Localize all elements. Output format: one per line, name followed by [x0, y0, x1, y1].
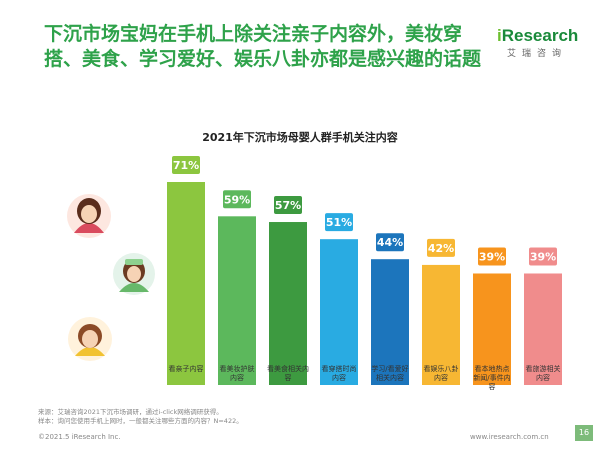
logo-prefix: i [497, 26, 502, 45]
category-label: 看娱乐八卦 [424, 364, 459, 373]
footnote-source: 来源：艾瑞咨询2021下沉市场调研，通过i-click网络调研获得。 [38, 408, 223, 416]
footnote-sample: 样本：询问您使用手机上网时，一般都关注哪些方面的内容？N=422。 [38, 417, 243, 425]
bar [167, 182, 205, 385]
category-label: 新闻/事件内 [473, 373, 510, 382]
value-label: 51% [326, 216, 352, 229]
value-badge [325, 213, 353, 232]
category-label: 内容 [536, 373, 550, 382]
bar [524, 273, 562, 385]
value-badge [478, 247, 506, 266]
iresearch-logo: iResearch 艾瑞咨询 [497, 26, 579, 68]
category-label: 看穿搭时尚 [322, 364, 357, 373]
girl-avatar-icon [68, 317, 112, 361]
value-badge [223, 190, 251, 209]
category-label: 容 [285, 373, 292, 382]
value-label: 39% [479, 250, 505, 263]
value-badge [376, 233, 404, 252]
category-label: 容 [489, 382, 496, 391]
category-label: 相关内容 [376, 373, 404, 382]
value-label: 71% [173, 159, 199, 172]
bar [422, 264, 460, 385]
value-badge [172, 156, 200, 174]
value-badge [529, 247, 557, 266]
website-url: www.iresearch.com.cn [470, 433, 549, 441]
value-label: 59% [224, 193, 250, 206]
page-number: 16 [575, 425, 593, 441]
category-label: 学习/看爱好 [371, 364, 408, 373]
category-label: 内容 [332, 373, 346, 382]
bar [371, 259, 409, 385]
category-label: 看本地热点 [475, 364, 510, 373]
logo-wordmark: iResearch [497, 26, 579, 46]
mother-avatar-icon [67, 194, 111, 238]
category-label: 内容 [230, 373, 244, 382]
slide-headline: 下沉市场宝妈在手机上除关注亲子内容外，美妆穿搭、美食、学习爱好、娱乐八卦亦都是感… [44, 23, 482, 70]
bar [218, 216, 256, 385]
value-label: 42% [428, 242, 454, 255]
value-label: 57% [275, 199, 301, 212]
copyright-text: ©2021.5 iResearch Inc. [38, 433, 121, 441]
value-badge [427, 238, 455, 257]
logo-subtitle: 艾瑞咨询 [507, 49, 568, 59]
category-label: 看美妆护肤 [220, 364, 255, 373]
category-label: 看旅游相关 [526, 364, 561, 373]
chart-title: 2021年下沉市场母婴人群手机关注内容 [202, 131, 398, 144]
bar [269, 222, 307, 385]
nurse-avatar-icon [113, 253, 155, 295]
category-label: 内容 [434, 373, 448, 382]
value-badge [274, 196, 302, 215]
bar [473, 273, 511, 385]
value-label: 44% [377, 236, 403, 249]
value-label: 39% [530, 250, 556, 263]
bar [320, 239, 358, 385]
category-label: 看亲子内容 [169, 364, 204, 373]
category-label: 看美食相关内 [267, 364, 309, 373]
logo-name: Research [501, 26, 579, 45]
